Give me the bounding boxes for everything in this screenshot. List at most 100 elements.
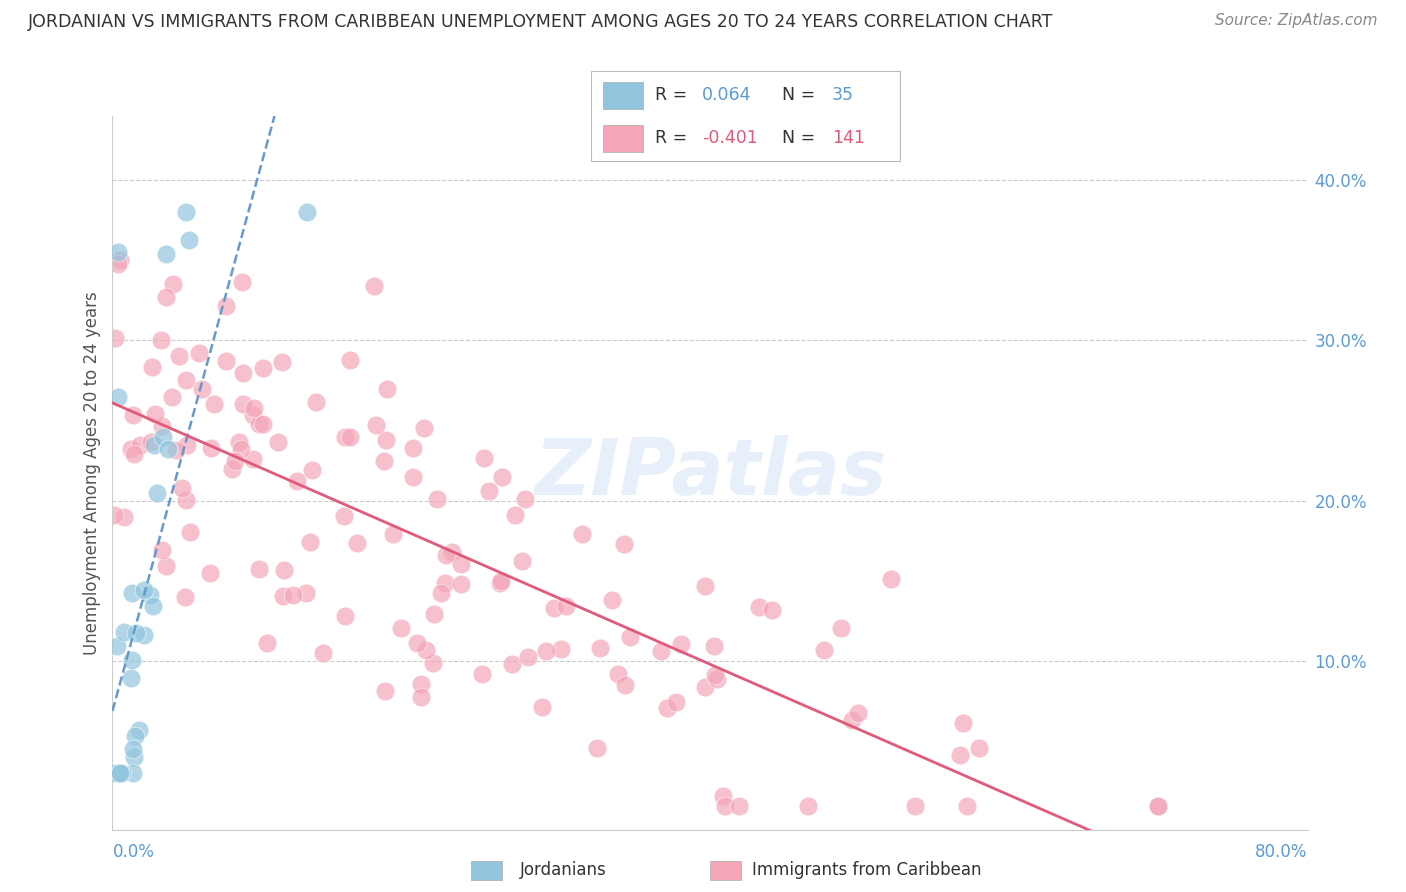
Point	[281, 588, 304, 602]
Point	[295, 205, 318, 219]
Point	[503, 508, 526, 522]
Point	[478, 483, 501, 498]
Point	[374, 433, 396, 447]
Point	[256, 636, 278, 650]
FancyBboxPatch shape	[591, 71, 900, 161]
Point	[335, 430, 357, 444]
Text: 80.0%: 80.0%	[1256, 843, 1308, 861]
Point	[880, 572, 903, 586]
Point	[333, 608, 356, 623]
Point	[450, 557, 472, 571]
Point	[124, 625, 146, 640]
Point	[301, 463, 323, 477]
Point	[155, 291, 177, 305]
Point	[956, 798, 979, 813]
Point	[149, 333, 172, 347]
Point	[534, 644, 557, 658]
FancyBboxPatch shape	[603, 125, 643, 152]
Point	[510, 553, 533, 567]
Point	[221, 462, 243, 476]
Point	[711, 789, 734, 804]
Point	[141, 599, 163, 613]
Point	[422, 657, 444, 671]
Point	[214, 299, 236, 313]
Point	[141, 435, 163, 450]
Point	[813, 643, 835, 657]
Point	[229, 442, 252, 457]
Point	[389, 621, 412, 635]
Point	[501, 657, 523, 671]
Point	[363, 278, 385, 293]
Point	[491, 469, 513, 483]
Point	[650, 644, 672, 658]
Point	[273, 563, 295, 577]
Point	[571, 526, 593, 541]
Point	[187, 346, 209, 360]
Text: 0.0%: 0.0%	[112, 843, 155, 861]
Point	[374, 684, 396, 698]
Point	[172, 481, 194, 495]
Point	[364, 417, 387, 432]
Point	[761, 603, 783, 617]
Point	[107, 766, 129, 780]
Point	[402, 441, 425, 455]
Point	[406, 636, 429, 650]
Point	[202, 397, 225, 411]
Point	[665, 695, 688, 709]
Point	[108, 253, 131, 268]
Y-axis label: Unemployment Among Ages 20 to 24 years: Unemployment Among Ages 20 to 24 years	[83, 291, 101, 655]
Point	[703, 639, 725, 653]
Text: Source: ZipAtlas.com: Source: ZipAtlas.com	[1215, 13, 1378, 29]
Point	[339, 430, 361, 444]
Point	[373, 454, 395, 468]
Point	[139, 588, 162, 602]
Point	[423, 607, 446, 622]
Point	[489, 576, 512, 591]
Point	[409, 690, 432, 705]
Point	[607, 667, 630, 681]
Point	[426, 491, 449, 506]
Point	[415, 642, 437, 657]
Point	[796, 798, 818, 813]
Point	[841, 713, 863, 727]
Point	[120, 442, 142, 456]
Point	[294, 586, 316, 600]
Point	[440, 545, 463, 559]
Point	[346, 536, 368, 550]
Text: N =: N =	[782, 129, 821, 147]
Point	[267, 434, 290, 449]
Point	[107, 257, 129, 271]
Point	[155, 559, 177, 574]
Point	[150, 543, 173, 558]
Point	[271, 355, 294, 369]
Point	[191, 382, 214, 396]
Point	[150, 419, 173, 434]
FancyBboxPatch shape	[603, 82, 643, 109]
Point	[179, 525, 201, 540]
Point	[247, 562, 270, 576]
Point	[332, 509, 354, 524]
Point	[103, 766, 125, 780]
Point	[107, 390, 129, 404]
Point	[706, 673, 728, 687]
Point	[120, 672, 142, 686]
Point	[619, 630, 641, 644]
Point	[105, 766, 128, 780]
Point	[904, 798, 927, 813]
Point	[613, 537, 636, 551]
Point	[141, 360, 163, 375]
Point	[231, 276, 253, 290]
Point	[107, 245, 129, 260]
Point	[252, 360, 274, 375]
Text: R =: R =	[655, 87, 693, 104]
Point	[271, 589, 294, 603]
Point	[1147, 798, 1170, 813]
Point	[174, 373, 197, 387]
Point	[948, 747, 970, 762]
Point	[156, 442, 179, 456]
Point	[103, 331, 125, 345]
Point	[382, 526, 405, 541]
Point	[588, 641, 610, 656]
Point	[586, 741, 609, 756]
Text: JORDANIAN VS IMMIGRANTS FROM CARIBBEAN UNEMPLOYMENT AMONG AGES 20 TO 24 YEARS CO: JORDANIAN VS IMMIGRANTS FROM CARIBBEAN U…	[28, 13, 1053, 31]
